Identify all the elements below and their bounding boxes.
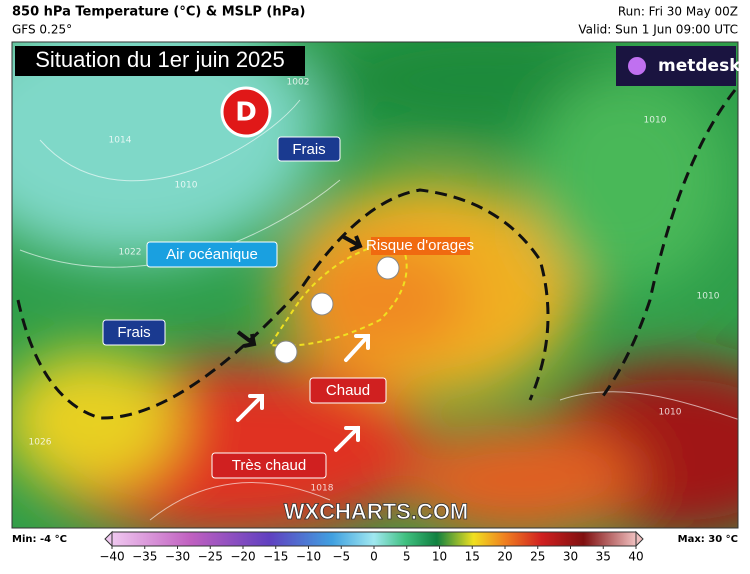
colorbar-end [635, 530, 644, 548]
colorbar-tick-label: −25 [198, 550, 223, 564]
colorbar-tick-label: −20 [230, 550, 255, 564]
isobar-label: 1010 [644, 116, 667, 126]
isobar-label: 1002 [287, 78, 310, 88]
colorbar-tick-label: −5 [332, 550, 350, 564]
colorbar-tick-label: −40 [99, 550, 124, 564]
label-box [371, 237, 470, 255]
colorbar-tick-label: −35 [132, 550, 157, 564]
colorbar-tick-label: −10 [296, 550, 321, 564]
headline: Situation du 1er juin 2025 [35, 47, 285, 72]
colorbar-tick-label: 20 [497, 550, 512, 564]
isobar-label: 1010 [659, 408, 682, 418]
map-label: Frais [117, 324, 150, 341]
headline-box [15, 46, 305, 76]
map-label: Air océanique [166, 246, 258, 263]
watermark: WXCHARTS.COM [284, 499, 469, 524]
isobar-label: 1022 [119, 248, 142, 258]
title: 850 hPa Temperature (°C) & MSLP (hPa) [12, 5, 305, 20]
colorbar-tick-label: 15 [465, 550, 480, 564]
map-label: Chaud [326, 382, 370, 399]
colorbar-max: Max: 30 °C [678, 534, 738, 545]
colorbar-tick-label: 35 [596, 550, 611, 564]
map-label: Frais [292, 141, 325, 158]
colorbar-tick-label: 40 [628, 550, 643, 564]
colorbar-tick-label: −30 [165, 550, 190, 564]
colorbar-min: Min: -4 °C [12, 534, 67, 545]
colorbar-tick-label: 25 [530, 550, 545, 564]
low-marker [220, 86, 272, 138]
model: GFS 0.25° [12, 23, 72, 37]
colorbar [111, 531, 637, 547]
map-frame [11, 41, 739, 529]
label-box [102, 319, 166, 346]
colorbar-tick-label: 30 [563, 550, 578, 564]
map [12, 42, 738, 528]
brand: metdesk [658, 56, 741, 76]
label-box [277, 136, 341, 162]
label-box [146, 241, 278, 268]
isobar-label: 1018 [311, 484, 334, 494]
colorbar-tick-label: −15 [263, 550, 288, 564]
label-box [309, 377, 387, 404]
valid: Valid: Sun 1 Jun 09:00 UTC [578, 23, 738, 37]
isobar-label: 1010 [175, 181, 198, 191]
low-label: D [235, 98, 257, 128]
run: Run: Fri 30 May 00Z [618, 5, 738, 19]
colorbar-end [104, 530, 113, 548]
isobar-label: 1010 [697, 292, 720, 302]
label-box [211, 452, 327, 479]
isobar-label: 1014 [109, 136, 132, 146]
isobar-label: 1026 [29, 438, 52, 448]
map-label: Risque d'orages [366, 237, 474, 254]
map-label: Très chaud [232, 457, 306, 474]
brand-logo [628, 57, 646, 75]
colorbar-tick-label: 10 [432, 550, 447, 564]
colorbar-tick-label: 0 [370, 550, 378, 564]
colorbar-tick-label: 5 [403, 550, 411, 564]
